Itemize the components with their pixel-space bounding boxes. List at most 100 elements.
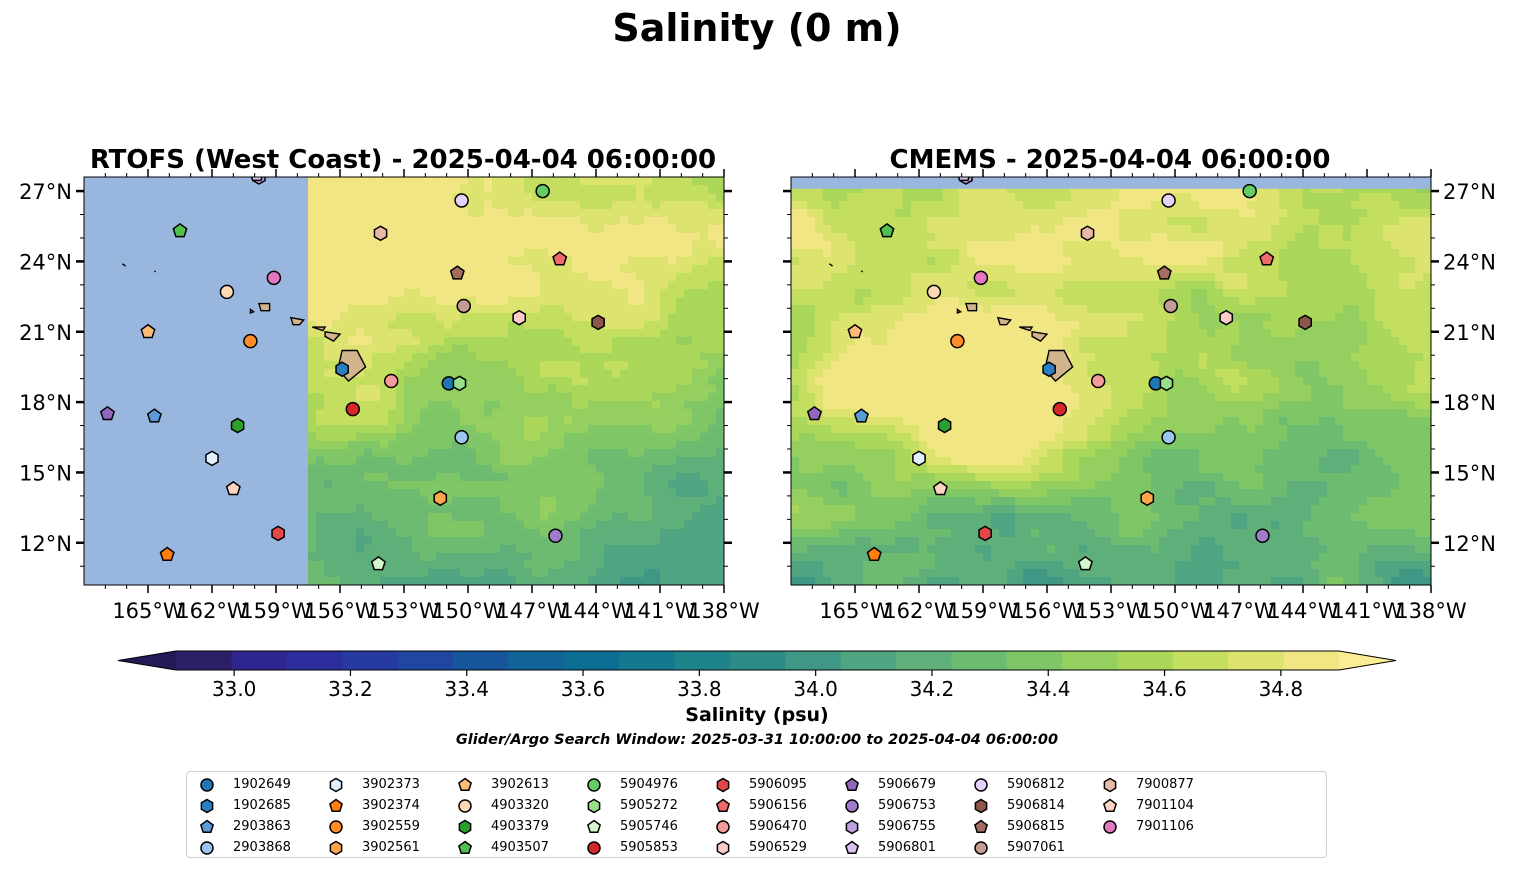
float-marker-5906814[interactable] <box>1298 314 1312 331</box>
legend-label: 7901104 <box>1136 798 1194 813</box>
float-marker-3902561[interactable] <box>433 490 448 507</box>
float-marker-5906679[interactable] <box>806 405 823 421</box>
legend-marker[interactable] <box>329 840 343 856</box>
float-marker-1902685[interactable] <box>335 361 349 378</box>
float-marker-7901106[interactable] <box>973 270 989 286</box>
legend-label: 4903379 <box>491 819 549 834</box>
legend-marker[interactable] <box>845 819 859 835</box>
float-marker-5906529[interactable] <box>1219 309 1234 326</box>
legend-marker[interactable] <box>457 840 473 854</box>
float-marker-5906815[interactable] <box>1156 265 1172 280</box>
colorbar-segment <box>231 651 288 670</box>
legend-marker[interactable] <box>1102 798 1118 812</box>
float-marker-3902613[interactable] <box>847 323 863 339</box>
float-marker-5905272[interactable] <box>452 375 467 392</box>
float-marker-4903507[interactable] <box>172 222 188 238</box>
legend-marker[interactable] <box>716 777 730 793</box>
map-panel-cmems[interactable]: 165°W162°W159°W156°W153°W150°W147°W144°W… <box>783 168 1496 623</box>
island-4 <box>964 302 978 312</box>
legend-marker[interactable] <box>715 798 731 812</box>
float-marker-5906095[interactable] <box>978 525 992 542</box>
legend-marker[interactable] <box>329 777 343 793</box>
float-marker-5905853[interactable] <box>345 401 361 417</box>
float-marker-5906156[interactable] <box>1259 251 1275 266</box>
float-marker-5905746[interactable] <box>370 555 386 571</box>
legend-marker[interactable] <box>587 778 601 792</box>
float-marker-3902373[interactable] <box>205 450 219 467</box>
float-marker-2903863[interactable] <box>146 408 162 423</box>
legend-label: 5906812 <box>1007 777 1065 792</box>
float-marker-7901104[interactable] <box>225 480 241 496</box>
float-marker-1902685[interactable] <box>1042 361 1056 378</box>
float-marker-2903868[interactable] <box>1161 430 1176 445</box>
float-marker-5906095[interactable] <box>271 525 285 542</box>
float-marker-5906470[interactable] <box>1090 373 1106 389</box>
legend-marker[interactable] <box>586 819 602 833</box>
legend-marker[interactable] <box>1103 777 1117 793</box>
float-marker-4903320[interactable] <box>219 284 235 300</box>
legend-marker[interactable] <box>200 798 214 814</box>
legend-marker[interactable] <box>974 798 988 814</box>
float-marker-5906753[interactable] <box>548 528 563 544</box>
map-panel-rtofs[interactable]: 165°W162°W159°W156°W153°W150°W147°W144°W… <box>19 168 760 623</box>
float-marker-3902373[interactable] <box>912 450 926 467</box>
float-marker-5907061[interactable] <box>1163 298 1178 314</box>
float-marker-5904976[interactable] <box>535 183 550 199</box>
float-marker-3902613[interactable] <box>140 323 156 339</box>
circle-marker-icon <box>974 841 988 855</box>
float-marker-3902559[interactable] <box>243 333 258 349</box>
legend-marker[interactable] <box>458 799 472 813</box>
float-marker-5906679[interactable] <box>99 405 116 421</box>
colorbar-segment <box>452 651 509 670</box>
legend-marker[interactable] <box>457 777 473 791</box>
float-marker-5905746[interactable] <box>1077 555 1093 571</box>
float-marker-5904976[interactable] <box>1242 183 1257 199</box>
float-marker-5906801[interactable] <box>957 168 970 182</box>
legend-marker[interactable] <box>844 777 860 791</box>
float-marker-2903868[interactable] <box>454 430 469 445</box>
legend-marker[interactable] <box>200 778 214 792</box>
legend-marker[interactable] <box>458 819 472 835</box>
circle-marker-icon <box>716 820 730 834</box>
float-marker-5905853[interactable] <box>1052 401 1068 417</box>
legend-marker[interactable] <box>329 820 343 834</box>
legend-marker[interactable] <box>587 841 601 855</box>
legend-marker[interactable] <box>200 841 214 855</box>
float-marker-5907061[interactable] <box>456 298 471 314</box>
float-marker-4903379[interactable] <box>230 417 245 434</box>
legend-marker[interactable] <box>199 819 215 833</box>
float-marker-2903863[interactable] <box>853 408 869 423</box>
float-marker-4903379[interactable] <box>937 417 952 434</box>
legend-marker[interactable] <box>973 819 989 833</box>
float-marker-3902374[interactable] <box>159 546 175 561</box>
legend-marker[interactable] <box>974 841 988 855</box>
float-marker-4903320[interactable] <box>926 284 942 300</box>
legend-marker[interactable] <box>845 799 859 813</box>
float-marker-5906814[interactable] <box>591 314 605 331</box>
legend-marker[interactable] <box>716 840 730 856</box>
float-marker-7900877[interactable] <box>1080 225 1095 242</box>
float-marker-7900877[interactable] <box>373 225 388 242</box>
legend-marker[interactable] <box>974 778 988 792</box>
legend-marker[interactable] <box>844 840 860 854</box>
float-marker-7901104[interactable] <box>932 480 948 496</box>
float-marker-3902561[interactable] <box>1140 490 1155 507</box>
legend-marker[interactable] <box>587 798 601 814</box>
float-marker-5906470[interactable] <box>383 373 399 389</box>
legend-marker[interactable] <box>716 820 730 834</box>
float-marker-5906529[interactable] <box>512 309 527 326</box>
float-marker-5906753[interactable] <box>1255 528 1270 544</box>
float-marker-7901106[interactable] <box>266 270 282 286</box>
legend-marker[interactable] <box>328 798 344 812</box>
legend: 1902649 1902685 2903863 2903868 3902373 39023… <box>186 771 1327 858</box>
float-marker-5906812[interactable] <box>454 193 469 208</box>
float-marker-5906812[interactable] <box>1161 193 1176 208</box>
float-marker-4903507[interactable] <box>879 222 895 238</box>
float-marker-3902559[interactable] <box>950 333 965 349</box>
float-marker-5906815[interactable] <box>449 265 465 280</box>
float-marker-3902374[interactable] <box>866 546 882 561</box>
float-marker-5905272[interactable] <box>1159 375 1174 392</box>
float-marker-5906156[interactable] <box>552 251 568 266</box>
float-marker-5906801[interactable] <box>250 168 263 182</box>
legend-marker[interactable] <box>1103 820 1117 834</box>
